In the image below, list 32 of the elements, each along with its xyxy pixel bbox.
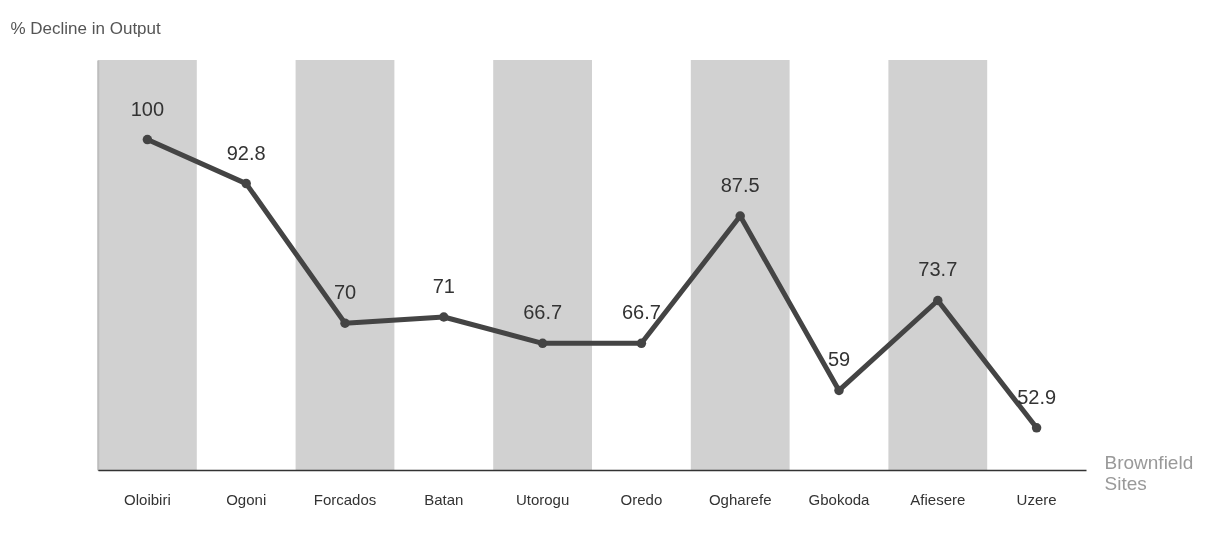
y-axis-title: % Decline in Output bbox=[10, 18, 162, 38]
x-tick-label: Ogharefe bbox=[708, 490, 772, 508]
point bbox=[537, 338, 548, 349]
x-tick-label: Oloibiri bbox=[124, 490, 171, 508]
point bbox=[933, 295, 943, 306]
point bbox=[241, 178, 251, 189]
data-label: 71 bbox=[432, 275, 455, 298]
point bbox=[439, 312, 449, 322]
point bbox=[636, 338, 647, 349]
point bbox=[834, 385, 844, 396]
data-label: 66.7 bbox=[523, 301, 563, 324]
x-axis-title: Brownfield Sites bbox=[1104, 451, 1194, 494]
data-label: 59 bbox=[827, 348, 851, 371]
point bbox=[340, 318, 350, 328]
x-tick-label: Forcados bbox=[313, 490, 377, 508]
data-label: 70 bbox=[333, 281, 357, 304]
data-label: 52.9 bbox=[1017, 385, 1057, 408]
data-label: 66.7 bbox=[621, 301, 661, 324]
x-tick-label: Afiesere bbox=[910, 490, 966, 508]
point bbox=[142, 134, 153, 145]
x-tick-label: Utorogu bbox=[515, 490, 570, 508]
x-tick-label: Batan bbox=[424, 490, 464, 508]
data-label: 73.7 bbox=[918, 258, 958, 281]
x-tick-label: Ogoni bbox=[226, 490, 267, 508]
data-label: 87.5 bbox=[720, 174, 760, 197]
point bbox=[735, 211, 745, 221]
x-tick-label: Oredo bbox=[620, 490, 663, 508]
data-label: 92.8 bbox=[226, 141, 266, 164]
data-label: 100 bbox=[130, 97, 165, 120]
point bbox=[1031, 423, 1042, 433]
x-tick-label: Gbokoda bbox=[808, 490, 871, 508]
x-tick-label: Uzere bbox=[1016, 490, 1057, 508]
